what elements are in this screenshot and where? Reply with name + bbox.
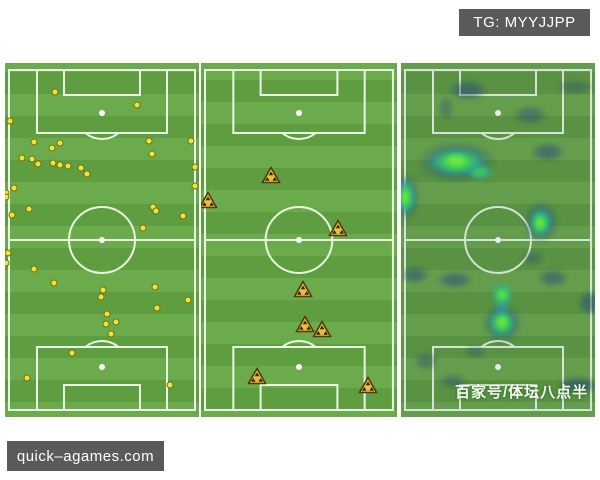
touch-dot-marker bbox=[25, 205, 33, 213]
heat-blob bbox=[413, 351, 440, 371]
event-triangle-marker bbox=[293, 279, 313, 298]
touch-dot-marker bbox=[139, 224, 147, 232]
touch-dot-marker bbox=[18, 154, 26, 162]
touch-dot-marker bbox=[34, 160, 42, 168]
touch-dots-layer bbox=[5, 63, 199, 417]
heat-blob bbox=[401, 266, 430, 285]
heat-blob bbox=[530, 141, 567, 162]
heat-blob bbox=[438, 95, 454, 121]
touch-dot-marker bbox=[103, 310, 111, 318]
event-triangle-marker bbox=[295, 314, 315, 333]
touch-dot-marker bbox=[179, 212, 187, 220]
heat-tint-overlay bbox=[401, 63, 595, 417]
pitch-lines bbox=[8, 69, 196, 411]
touch-map-pitch bbox=[5, 63, 199, 417]
touch-dot-marker bbox=[77, 164, 85, 172]
heat-blobs-layer bbox=[401, 63, 595, 417]
heat-blob bbox=[511, 105, 549, 125]
event-triangle-marker bbox=[247, 366, 267, 385]
heat-blob bbox=[435, 270, 474, 290]
touch-dot-marker bbox=[145, 137, 153, 145]
heat-blob bbox=[401, 188, 410, 207]
tg-badge: TG: MYYJJPP bbox=[459, 9, 590, 36]
heat-blob bbox=[472, 167, 488, 177]
touch-dot-marker bbox=[10, 184, 18, 192]
touch-dot-marker bbox=[30, 138, 38, 146]
event-triangles-layer bbox=[201, 63, 397, 417]
event-triangle-marker bbox=[201, 190, 218, 209]
heat-blob bbox=[462, 344, 487, 359]
touch-dot-marker bbox=[51, 88, 59, 96]
touch-dot-marker bbox=[191, 163, 199, 171]
heat-blob bbox=[534, 216, 545, 230]
touch-dot-marker bbox=[107, 330, 115, 338]
touch-dot-marker bbox=[97, 293, 105, 301]
touch-dot-marker bbox=[112, 318, 120, 326]
heat-blob bbox=[447, 78, 488, 101]
touch-dot-marker bbox=[50, 279, 58, 287]
touch-dot-marker bbox=[48, 144, 56, 152]
touch-dot-marker bbox=[68, 349, 76, 357]
pitch-lines bbox=[204, 69, 394, 411]
touch-dot-marker bbox=[153, 304, 161, 312]
heat-blob bbox=[555, 79, 595, 96]
touch-dot-marker bbox=[64, 162, 72, 170]
heat-map-pitch: 百家号/体坛八点半 bbox=[401, 63, 595, 417]
touch-dot-marker bbox=[23, 374, 31, 382]
event-triangle-marker bbox=[261, 165, 281, 184]
pitch-lines bbox=[404, 69, 592, 411]
touch-dot-marker bbox=[152, 207, 160, 215]
touch-dot-marker bbox=[56, 139, 64, 147]
heat-blob bbox=[555, 375, 595, 396]
touch-dot-marker bbox=[184, 296, 192, 304]
touch-dot-marker bbox=[49, 159, 57, 167]
heat-blob bbox=[520, 250, 545, 267]
touch-dot-marker bbox=[151, 283, 159, 291]
event-triangle-marker bbox=[312, 319, 332, 338]
touch-dot-marker bbox=[30, 265, 38, 273]
heat-blob bbox=[496, 315, 509, 329]
watermark-text: 百家号/体坛八点半 bbox=[455, 384, 589, 401]
touch-dot-marker bbox=[8, 211, 16, 219]
site-url-badge: quick–agames.com bbox=[7, 441, 164, 471]
touch-dot-marker bbox=[5, 193, 10, 201]
touch-dot-marker bbox=[133, 101, 141, 109]
touch-dot-marker bbox=[5, 249, 12, 257]
touch-dot-marker bbox=[187, 137, 195, 145]
touch-dot-marker bbox=[148, 150, 156, 158]
heat-blob bbox=[437, 372, 469, 389]
heat-blob bbox=[576, 290, 595, 316]
heat-blob bbox=[498, 289, 507, 300]
event-triangle-marker bbox=[358, 376, 378, 394]
heat-blob bbox=[443, 153, 470, 169]
touch-dot-marker bbox=[166, 381, 174, 389]
heat-blob bbox=[537, 268, 570, 287]
touch-dot-marker bbox=[99, 286, 107, 294]
event-triangle-marker bbox=[328, 218, 348, 237]
touch-dot-marker bbox=[191, 182, 199, 190]
touch-dot-marker bbox=[28, 155, 36, 163]
touch-dot-marker bbox=[6, 117, 14, 125]
touch-dot-marker bbox=[102, 320, 110, 328]
touch-dot-marker bbox=[56, 161, 64, 169]
touch-dot-marker bbox=[83, 170, 91, 178]
touch-dot-marker bbox=[5, 259, 10, 267]
event-map-pitch bbox=[201, 63, 397, 417]
